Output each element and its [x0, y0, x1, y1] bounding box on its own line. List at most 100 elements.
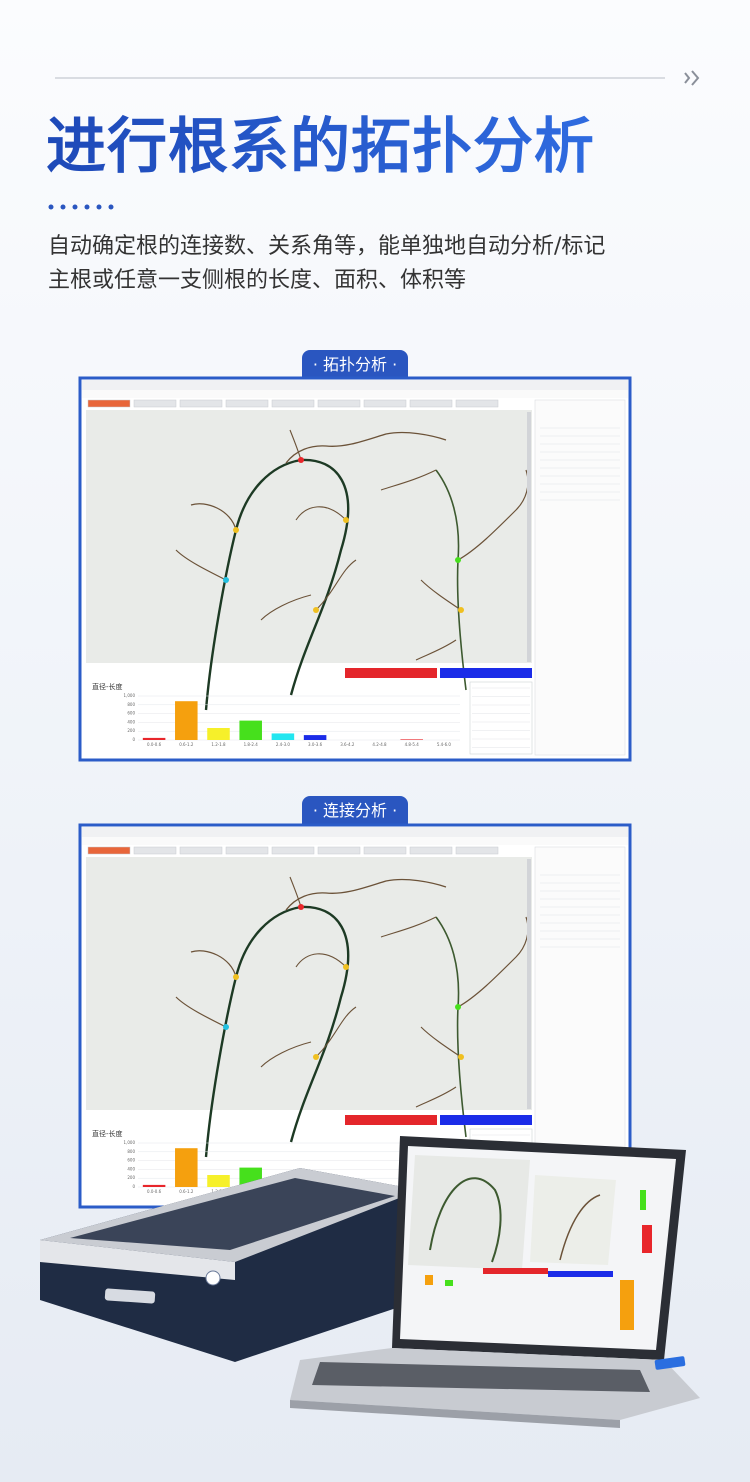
- y-tick-label: 200: [127, 1175, 135, 1180]
- root: [295, 953, 347, 968]
- screen-bar: [640, 1190, 646, 1210]
- toolbar-button: [179, 399, 223, 408]
- y-tick-label: 400: [127, 719, 135, 724]
- bar: [400, 739, 423, 740]
- devices: [40, 1136, 700, 1428]
- root: [260, 594, 312, 621]
- toolbar-button: [455, 846, 499, 855]
- laptop-keyboard: [312, 1362, 650, 1392]
- toolbar-button: [225, 399, 269, 408]
- x-tick-label: 5.4-6.0: [437, 742, 452, 747]
- root: [315, 1006, 357, 1058]
- y-tick-label: 1,000: [124, 693, 136, 698]
- node-marker: [223, 1024, 229, 1030]
- root: [420, 1026, 462, 1058]
- node-marker: [223, 577, 229, 583]
- node-marker: [298, 457, 304, 463]
- y-tick-label: 800: [127, 1149, 135, 1154]
- node-marker: [458, 1054, 464, 1060]
- menu-bar: [82, 837, 628, 845]
- root: [260, 1041, 312, 1068]
- scanner-slot: [104, 1288, 156, 1304]
- y-tick-label: 400: [127, 1166, 135, 1171]
- node-marker: [458, 607, 464, 613]
- y-tick-label: 600: [127, 1158, 135, 1163]
- x-tick-label: 4.2-4.8: [372, 742, 387, 747]
- toolbar-button: [317, 846, 361, 855]
- page-title: 进行根系的拓扑分析: [46, 98, 595, 185]
- screen-bar: [425, 1275, 433, 1285]
- action-button: [345, 1115, 437, 1125]
- screen-root: [429, 1177, 502, 1263]
- node-marker: [313, 607, 319, 613]
- screen-bar: [620, 1280, 634, 1330]
- stats-table: [469, 681, 533, 755]
- scanner-top: [70, 1178, 395, 1250]
- scrollbar: [527, 412, 531, 662]
- bar: [175, 1148, 198, 1187]
- x-tick-label: 0.0-0.6: [147, 1189, 162, 1194]
- toolbar-button: [133, 399, 177, 408]
- node-marker: [233, 527, 239, 533]
- menu-bar: [82, 390, 628, 398]
- x-tick-label: 4.8-5.4: [405, 742, 420, 747]
- toolbar-button: [409, 846, 453, 855]
- chart-title: 直径-长度: [92, 1129, 123, 1138]
- bar: [142, 1184, 166, 1187]
- bar: [239, 720, 262, 740]
- action-button: [440, 1115, 532, 1125]
- node-marker: [343, 964, 349, 970]
- scrollbar: [527, 859, 531, 1109]
- x-tick-label: 3.0-3.6: [308, 742, 323, 747]
- bar: [207, 728, 230, 740]
- scanner-logo: [205, 1270, 221, 1286]
- node-marker: [233, 974, 239, 980]
- section-badge: · 拓扑分析 ·: [302, 350, 408, 380]
- screen-button: [483, 1268, 548, 1274]
- x-tick-label: 1.2-1.8: [211, 742, 226, 747]
- root: [415, 639, 457, 661]
- bar: [303, 735, 327, 740]
- header-deco: [48, 70, 700, 210]
- screen-button: [548, 1271, 613, 1277]
- x-tick-label: 1.8-2.4: [244, 742, 259, 747]
- root: [190, 950, 237, 978]
- y-tick-label: 800: [127, 702, 135, 707]
- root: [285, 431, 447, 464]
- bar: [271, 733, 295, 740]
- section-badge: · 连接分析 ·: [302, 796, 408, 826]
- title-bar: [82, 827, 628, 837]
- side-panel: [534, 399, 626, 756]
- side-panel: [534, 846, 626, 1203]
- toolbar-button: [317, 399, 361, 408]
- root: [190, 503, 237, 531]
- toolbar-button: [87, 846, 131, 855]
- x-tick-label: 3.6-4.2: [340, 742, 355, 747]
- toolbar-button: [87, 399, 131, 408]
- x-tick-label: 0.6-1.2: [179, 1189, 194, 1194]
- node-marker: [313, 1054, 319, 1060]
- root-image: [175, 429, 529, 711]
- bar: [142, 737, 166, 740]
- toolbar-button: [271, 846, 315, 855]
- description-line: 自动确定根的连接数、关系角等，能单独地自动分析/标记: [48, 234, 606, 259]
- y-tick-label: 600: [127, 711, 135, 716]
- screen-image: [530, 1175, 616, 1265]
- root: [175, 996, 227, 1028]
- node-marker: [455, 1004, 461, 1010]
- toolbar-button: [409, 399, 453, 408]
- usb-dongle: [654, 1356, 686, 1370]
- root: [295, 506, 347, 521]
- scanner-band: [40, 1240, 235, 1280]
- software-screenshot: 直径-长度 0 200 400 600 800 1,000 0.0-0.6 0.6-1.2 1.2…: [78, 376, 632, 762]
- bar: [175, 701, 198, 740]
- toolbar-button: [225, 846, 269, 855]
- root: [285, 878, 447, 911]
- toolbar-button: [363, 399, 407, 408]
- root: [380, 469, 437, 491]
- node-marker: [298, 904, 304, 910]
- toolbar-button: [271, 399, 315, 408]
- root: [380, 916, 437, 938]
